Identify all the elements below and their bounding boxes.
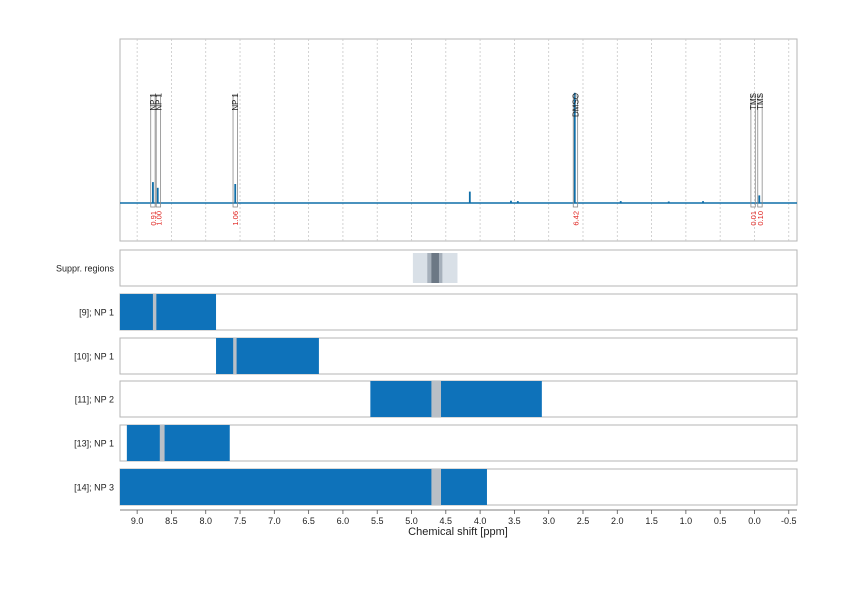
x-tick-label: 4.0 (474, 516, 487, 526)
x-tick-label: 6.5 (302, 516, 315, 526)
annotation-box (150, 95, 156, 208)
x-tick-label: 1.5 (645, 516, 658, 526)
track-frame (119, 424, 798, 462)
annotation-value: 1.06 (231, 211, 240, 226)
region-bar (370, 381, 542, 417)
track-label: [11]; NP 2 (75, 395, 114, 405)
spectrum-peak (510, 200, 512, 203)
region-bar (216, 338, 319, 374)
x-tick-label: 4.5 (440, 516, 453, 526)
spectrum-frame (119, 38, 798, 242)
spectrum-peak (667, 201, 670, 203)
spectrum-peak (156, 187, 159, 203)
annotation-label: TMS (756, 93, 765, 110)
annotation-box (572, 95, 579, 208)
annotation-box (757, 95, 763, 208)
annotation-box (750, 95, 756, 208)
x-tick-label: 8.5 (165, 516, 178, 526)
spectrum-peak (152, 182, 154, 203)
x-tick-label: 8.0 (199, 516, 212, 526)
track-label: [10]; NP 1 (74, 352, 114, 362)
track-label: Suppr. regions (56, 264, 115, 274)
spectrum-peak (702, 201, 704, 203)
region-bar (120, 469, 487, 505)
track-label: [13]; NP 1 (74, 439, 114, 449)
region-bar (126, 425, 230, 461)
annotation-label: DMSO (571, 93, 580, 117)
spectrum-peak (573, 92, 576, 203)
x-tick-label: 0.5 (714, 516, 727, 526)
annotation-box (232, 95, 238, 208)
spectrum-peak (516, 201, 519, 203)
region-gap (431, 381, 442, 417)
spectrum-peak (619, 201, 622, 203)
track-frame (119, 249, 798, 287)
x-tick-label: 7.0 (268, 516, 281, 526)
annotation-box (155, 95, 162, 208)
annotation-label: TMS (749, 93, 758, 110)
x-tick-label: 6.0 (337, 516, 350, 526)
suppression-region-inner (431, 253, 439, 283)
annotation-label: NP 1 (231, 92, 240, 110)
x-tick-label: 3.5 (508, 516, 521, 526)
region-gap (233, 338, 237, 374)
annotation-value: 0.91 (149, 211, 158, 226)
region-gap (152, 294, 157, 330)
track-label: [14]; NP 3 (74, 483, 114, 493)
annotation-label: NP 1 (149, 92, 158, 110)
x-axis-label: Chemical shift [ppm] (408, 526, 508, 538)
track-frame (119, 293, 798, 331)
annotation-value: 0.10 (756, 211, 765, 226)
region-gap (159, 425, 165, 461)
spectrum-peak (234, 184, 237, 203)
spectrum-peak (468, 191, 471, 203)
x-tick-label: 5.0 (405, 516, 418, 526)
x-tick-label: 1.0 (680, 516, 693, 526)
x-tick-label: 3.0 (542, 516, 555, 526)
region-bar (120, 294, 217, 330)
track-label: [9]; NP 1 (79, 308, 114, 318)
x-tick-label: 9.0 (131, 516, 144, 526)
x-tick-label: 0.0 (748, 516, 761, 526)
annotation-value: 0.01 (749, 211, 758, 226)
x-tick-label: -0.5 (781, 516, 797, 526)
x-axis: 9.0 8.5 8.0 7.5 7.0 6.5 6.0 5.5 5.0 4.5 4.0 3.5 3.0 2… (120, 509, 797, 526)
annotation-value: 1.00 (154, 211, 163, 226)
x-tick-label: 5.5 (371, 516, 384, 526)
region-gap (431, 469, 442, 505)
spectrum-panel: NP 1 0.91 NP 1 1.00 NP 1 1.06 DMSO 6.42 TMS 0.01 T… (119, 38, 798, 242)
spectrum-peak (758, 195, 761, 203)
annotation-value: 6.42 (571, 211, 580, 226)
x-tick-label: 7.5 (234, 516, 247, 526)
x-tick-label: 2.0 (611, 516, 624, 526)
x-tick-label: 2.5 (577, 516, 590, 526)
annotation-label: NP 1 (154, 92, 163, 110)
region-tracks: Suppr. regions [9]; NP 1 [10]; NP 1 [11]; N… (56, 249, 798, 506)
